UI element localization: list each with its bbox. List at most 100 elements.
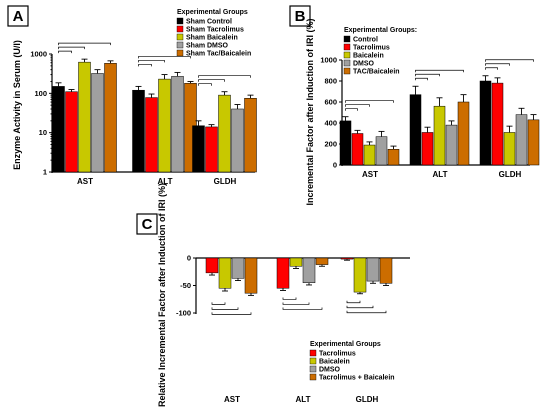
legend-swatch [343,35,351,43]
legend-entry: Control [353,37,378,44]
y-tick-label: 10 [39,128,47,137]
bar [244,97,257,173]
legend-swatch [309,365,317,373]
category-label: GLDH [356,395,379,404]
y-tick-label: 1 [43,168,47,177]
significance-bracket [58,50,72,54]
y-tick-label: 0 [333,161,337,170]
legend-swatch [309,373,317,381]
bar [457,101,470,166]
significance-bracket [345,100,394,103]
bar [231,257,245,279]
category-label: ALT [158,177,173,186]
significance-bracket [346,300,361,304]
y-tick-label: 100 [34,89,47,98]
significance-bracket [485,63,510,66]
bar [491,82,504,166]
bar [379,257,393,284]
legend-entry: Baicalein [353,53,384,60]
significance-bracket [415,77,428,81]
legend-swatch [176,49,184,57]
legend-swatch [176,41,184,49]
y-axis-title: Relative Incremental Factor after Induct… [157,183,167,407]
bar [218,94,231,173]
significance-bracket [211,302,226,305]
y-tick-label: -100 [176,309,191,318]
bar [527,119,540,166]
significance-bracket [282,307,323,310]
category-label: GLDH [499,170,522,179]
significance-bracket [198,83,212,86]
significance-bracket [138,56,191,59]
bar [244,257,258,294]
panel-c: C -100 -50 0 Relative Incremental Factor aft… [136,183,410,407]
bar [409,94,422,166]
bar [302,257,316,283]
bar [52,86,65,173]
legend-swatch [176,17,184,25]
bar [375,136,388,166]
bar [104,63,117,173]
legend-entry: Sham Tac/Baicalein [186,51,251,58]
bar [145,97,158,173]
panel-letter: A [13,8,24,25]
panel-letter-box [289,5,311,27]
category-label: GLDH [214,177,237,186]
bar [276,257,290,289]
panel-letter-box [136,213,158,235]
significance-bracket [58,42,111,46]
legend-entry: Tacrolimus [319,351,356,358]
significance-bracket [346,310,387,314]
bar [353,257,367,293]
legend-entry: Tacrolimus [353,45,390,52]
panel-a: A 1 10 100 1000 Enzyme Activity in Serum (U/l… [7,5,257,186]
bar [503,132,516,166]
significance-bracket [211,307,239,310]
bar [171,76,184,173]
y-tick-label: 0 [187,254,191,263]
bar [65,91,78,173]
bar [340,257,354,260]
legend-entry: Sham Baicalein [186,35,238,42]
significance-bracket [415,69,464,73]
bar [205,257,219,274]
panel-b: B 0 200 400 600 800 1000 Incremental Factor aft… [289,5,540,206]
bar [421,132,434,166]
significance-bracket [138,60,165,63]
significance-bracket [485,67,498,70]
bar [315,257,329,265]
bar [231,108,244,173]
category-label: AST [77,177,93,186]
y-axis-title: Enzyme Activity in Serum (U/l) [12,40,22,170]
legend-title: Experimental Groups [177,9,248,16]
bar [479,80,492,166]
significance-bracket [138,64,152,67]
category-label: ALT [433,170,448,179]
significance-bracket [282,302,310,305]
legend-swatch [309,357,317,365]
significance-bracket [282,297,297,300]
category-label: ALT [296,395,311,404]
bar [445,124,458,166]
bar [433,105,446,166]
significance-bracket [198,79,225,82]
significance-bracket [198,75,251,78]
significance-bracket [415,73,440,77]
legend-entry: Sham DMSO [186,43,229,50]
legend-swatch [343,59,351,67]
legend-swatch [176,25,184,33]
category-label: AST [224,395,240,404]
panel-letter: C [142,216,153,233]
significance-bracket [345,108,358,111]
y-tick-label: 600 [324,98,337,107]
legend-swatch [309,349,317,357]
significance-bracket [346,305,374,309]
bar [515,114,528,166]
legend-entry: Tacrolimus + Baicalein [319,375,395,382]
legend-entry: DMSO [353,61,375,68]
bar [192,125,205,173]
bar [387,149,400,166]
category-label: AST [362,170,378,179]
legend-entry: Baicalein [319,359,350,366]
